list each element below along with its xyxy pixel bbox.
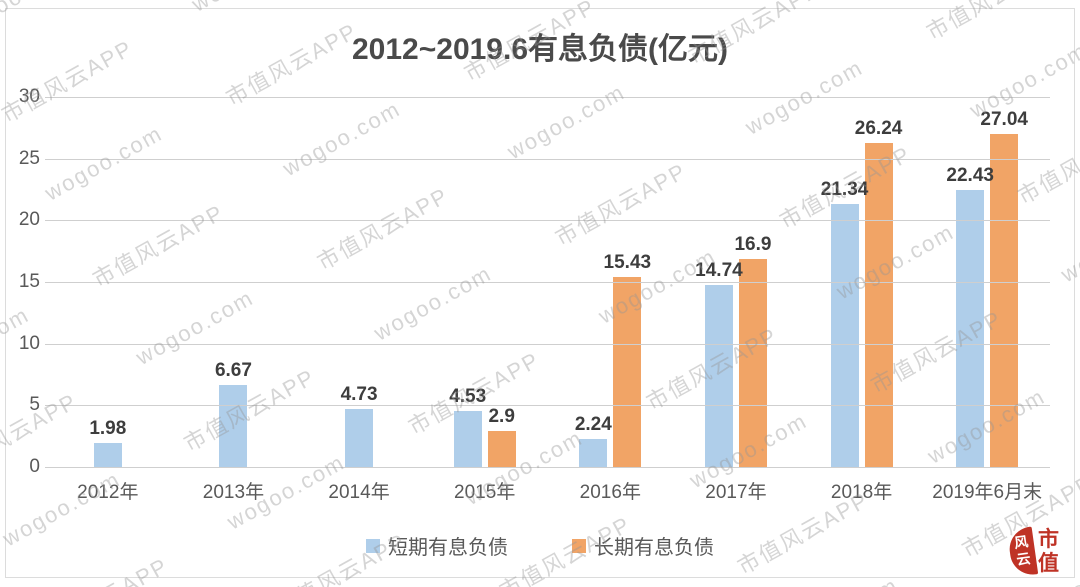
legend-swatch (366, 538, 380, 553)
category-column: 4.73 (296, 97, 422, 467)
bar-value-label: 15.43 (603, 251, 652, 273)
chart-frame (5, 8, 1075, 578)
category-column: 21.34 26.24 (799, 97, 925, 467)
bar-group: 21.34 26.24 (799, 118, 925, 467)
bar: 2.9 (487, 406, 516, 467)
legend: 短期有息负债 长期有息负债 (0, 531, 1080, 560)
bar-group: 2.24 15.43 (548, 252, 674, 467)
x-axis-label: 2016年 (579, 482, 641, 503)
bar-value-label: 16.9 (734, 233, 772, 255)
gridline (45, 343, 1050, 345)
bar: 4.73 (341, 384, 378, 467)
x-axis-label: 2017年 (705, 482, 767, 503)
bar-value-label: 27.04 (980, 108, 1028, 130)
seal-char: 市 (1038, 527, 1059, 551)
legend-label: 长期有息负债 (594, 537, 714, 559)
x-axis-label: 2013年 (202, 482, 265, 503)
bar: 15.43 (604, 252, 651, 467)
y-axis-tick: 20 (18, 209, 40, 231)
chart-title: 2012~2019.6有息负债(亿元) (352, 33, 728, 66)
legend-item: 长期有息负债 (572, 531, 714, 560)
category-column: 22.43 27.04 (924, 97, 1050, 467)
seal-char: 云 (1015, 550, 1032, 568)
legend-label: 短期有息负债 (388, 537, 508, 559)
gridline (45, 467, 1050, 468)
watermark-text: wogoo.com (412, 0, 542, 6)
bar: 26.24 (855, 118, 902, 467)
y-axis-tick: 30 (18, 86, 40, 107)
gridline (45, 220, 1050, 222)
gridline (45, 405, 1050, 407)
bar: 1.98 (89, 418, 126, 467)
category-column: 4.53 2.9 (422, 97, 548, 467)
bar-value-label: 26.24 (854, 118, 903, 140)
bar-value-label: 4.53 (449, 386, 487, 408)
bar-value-label: 14.74 (695, 260, 743, 282)
bar-value-label: 22.43 (946, 165, 994, 187)
plot-area: 1.98 6.67 4.73 4.53 2.9 2.24 15.43 14.74 16.9 21.… (19, 86, 1050, 477)
bar: 2.24 (575, 414, 612, 467)
bar-value-label: 6.67 (214, 359, 252, 381)
bar-value-label: 2.9 (488, 406, 515, 428)
bar: 16.9 (734, 234, 771, 467)
x-axis-label: 2019年6月末 (932, 482, 1043, 503)
y-axis-tick: 5 (29, 394, 40, 416)
gridline (45, 97, 1050, 98)
bar-value-label: 2.24 (574, 414, 612, 436)
y-axis-tick: 10 (18, 332, 40, 354)
y-axis-tick: 0 (29, 456, 40, 477)
seal-red-halfmoon: 风 云 (1006, 526, 1039, 578)
category-column: 14.74 16.9 (673, 97, 799, 467)
seal-char: 值 (1038, 551, 1059, 575)
bar-group: 4.73 (296, 384, 422, 467)
x-axis-label: 2018年 (830, 482, 893, 503)
gridline (45, 282, 1050, 283)
bar-group: 1.98 (45, 418, 171, 467)
bar-value-label: 1.98 (89, 417, 127, 439)
bar-group: 14.74 16.9 (673, 234, 799, 467)
legend-item: 短期有息负债 (366, 531, 508, 560)
bar: 14.74 (695, 260, 743, 467)
legend-swatch (572, 538, 586, 553)
category-column: 6.67 (171, 97, 297, 467)
bar: 4.53 (449, 386, 486, 467)
bar: 27.04 (980, 109, 1028, 467)
bar-group: 22.43 27.04 (924, 109, 1050, 467)
x-axis-labels: 2012年 2013年 2014年 2015年 2016年 2017年 2018年 2019年… (45, 477, 1050, 504)
x-axis-label: 2012年 (77, 482, 139, 503)
x-axis-label: 2014年 (328, 482, 390, 503)
category-column: 1.98 (45, 97, 171, 467)
category-column: 2.24 15.43 (548, 97, 674, 467)
y-axis-tick: 25 (18, 147, 40, 169)
bar: 21.34 (821, 179, 868, 467)
bar-columns: 1.98 6.67 4.73 4.53 2.9 2.24 15.43 14.74 16.9 21.… (45, 97, 1050, 467)
y-axis-tick: 15 (18, 271, 40, 292)
bar-group: 4.53 2.9 (422, 386, 548, 467)
bar-value-label: 21.34 (820, 178, 869, 200)
bar-group: 6.67 (171, 360, 297, 467)
bar: 22.43 (946, 165, 994, 467)
x-axis-label: 2015年 (454, 482, 516, 503)
bar-value-label: 4.73 (340, 383, 378, 405)
brand-seal-logo: 风 云 市 值 (1006, 523, 1066, 581)
seal-brand-text: 市 值 (1038, 527, 1059, 575)
gridline (45, 158, 1050, 160)
bar: 6.67 (215, 360, 252, 467)
